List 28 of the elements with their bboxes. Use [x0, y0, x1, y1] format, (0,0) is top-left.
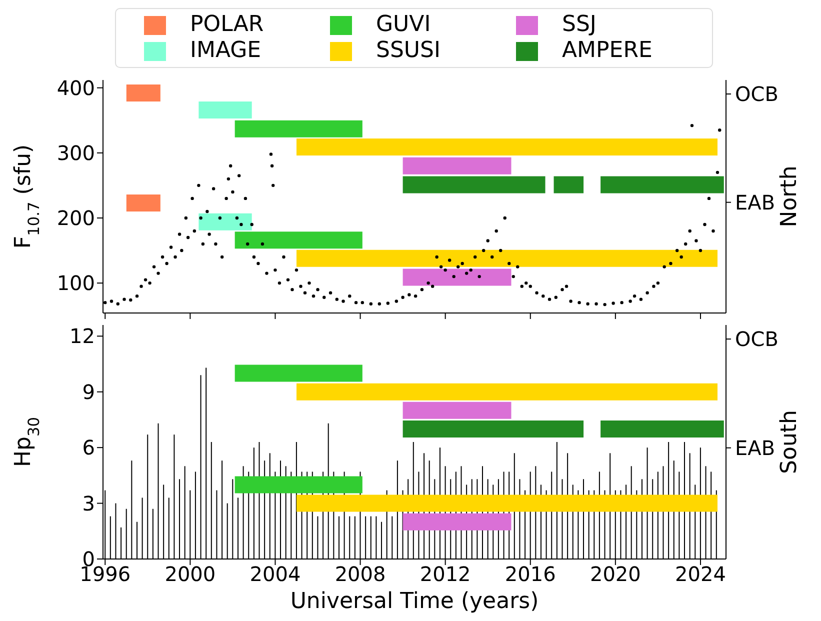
y-tick-label: 300	[56, 140, 95, 165]
x-tick-label: 2016	[504, 562, 556, 586]
x-tick-label: 2000	[164, 562, 216, 586]
y-tick-label: 3	[82, 491, 95, 516]
x-axis-title: Universal Time (years)	[290, 589, 539, 614]
x-tick-label: 2012	[420, 562, 471, 586]
y-tick-label: 100	[56, 271, 95, 296]
x-tick-label: 2004	[250, 562, 301, 586]
text: EAB	[735, 436, 776, 460]
legend-label: POLAR	[190, 12, 264, 37]
legend-label: GUVI	[376, 12, 431, 37]
y2-axis-title: North	[777, 166, 802, 228]
y-tick-label: 200	[56, 206, 95, 230]
legend-label: AMPERE	[562, 38, 652, 63]
x-tick-label: 2024	[675, 562, 726, 586]
y-tick-label: 9	[82, 380, 95, 404]
text: OCB	[735, 82, 778, 106]
x-tick-label: 2008	[334, 562, 386, 586]
x-tick-label: 2020	[590, 562, 641, 586]
y2-axis-title: South	[777, 410, 802, 474]
y-tick-label: 12	[70, 324, 95, 348]
y-tick-label: 6	[82, 436, 95, 460]
legend-label: SSJ	[562, 12, 596, 37]
y-tick-label: 400	[56, 76, 95, 100]
legend-label: SSUSI	[376, 38, 440, 63]
text: EAB	[735, 190, 776, 214]
legend-label: IMAGE	[190, 38, 262, 63]
text: OCB	[735, 327, 778, 352]
